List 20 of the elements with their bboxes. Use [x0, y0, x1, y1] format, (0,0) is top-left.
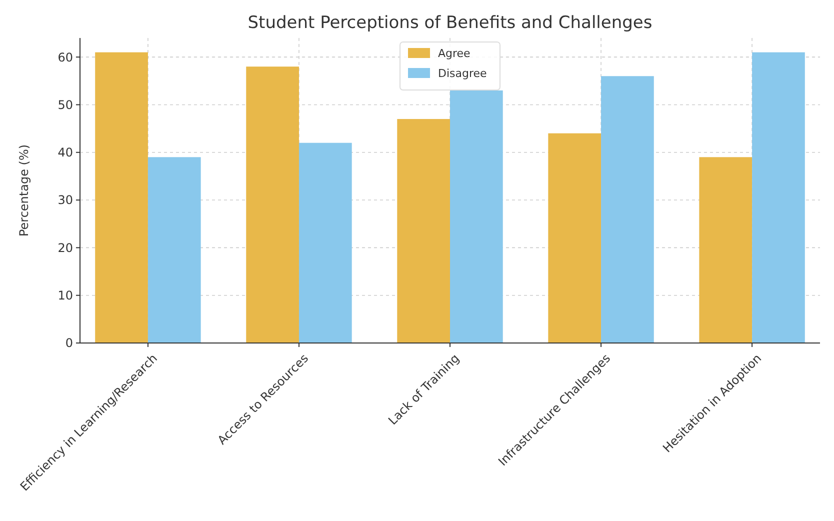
y-tick-label: 50	[58, 98, 73, 112]
y-tick-label: 20	[58, 240, 73, 255]
bar	[397, 119, 450, 343]
bar	[699, 157, 752, 343]
y-tick-label: 0	[65, 336, 73, 350]
bar	[298, 142, 352, 343]
legend-label: Agree	[438, 46, 471, 60]
y-tick-label: 30	[58, 193, 73, 208]
y-tick-label: 40	[58, 146, 73, 160]
bar	[601, 76, 654, 343]
bar	[148, 157, 201, 343]
bar	[548, 133, 602, 343]
legend-label: Disagree	[438, 66, 488, 80]
bar	[95, 52, 148, 343]
chart-title: Student Perceptions of Benefits and Challenges	[248, 13, 652, 33]
bar	[246, 66, 299, 343]
y-tick-label: 60	[58, 50, 73, 64]
y-tick-label: 10	[58, 288, 73, 303]
bar	[752, 52, 805, 343]
y-axis-title: Percentage (%)	[17, 144, 31, 237]
